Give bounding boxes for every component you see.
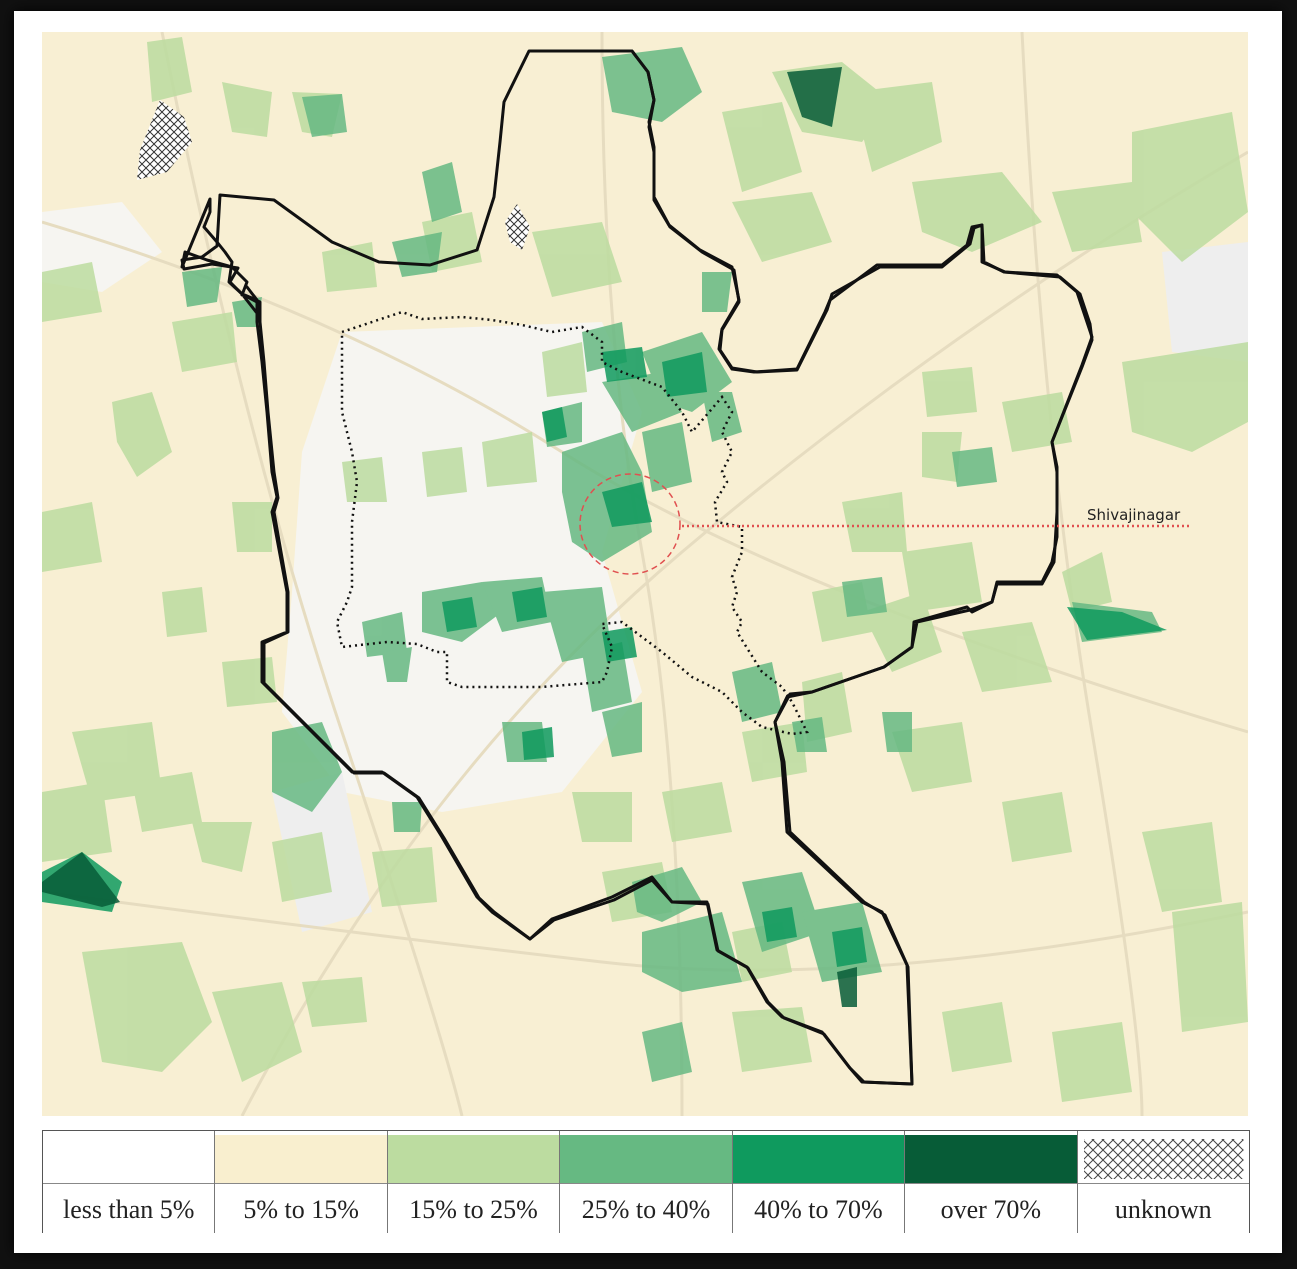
legend-swatch-15-to-25 xyxy=(387,1135,560,1184)
legend-swatch-unknown xyxy=(1077,1139,1249,1184)
legend-swatch-over-70 xyxy=(905,1135,1077,1184)
legend-swatch-25-to-40 xyxy=(560,1135,732,1184)
legend: less than 5% 5% to 15% 15% to 25% 25% to… xyxy=(42,1130,1250,1233)
legend-label-25-to-40: 25% to 40% xyxy=(581,1195,711,1224)
legend-label-5-to-15: 5% to 15% xyxy=(243,1195,359,1224)
legend-item-5-to-15: 5% to 15% xyxy=(215,1131,388,1233)
inner-boundary xyxy=(335,310,809,736)
legend-item-40-to-70: 40% to 70% xyxy=(732,1131,906,1233)
legend-item-unknown: unknown xyxy=(1077,1131,1249,1233)
outer-boundary-main xyxy=(180,49,1094,1086)
legend-label-15-to-25: 15% to 25% xyxy=(409,1195,538,1224)
legend-label-40-to-70: 40% to 70% xyxy=(754,1195,883,1224)
legend-label-over-70: over 70% xyxy=(940,1195,1041,1224)
legend-label-unknown: unknown xyxy=(1114,1195,1212,1224)
choropleth-map: Shivajinagar xyxy=(42,32,1248,1116)
legend-swatch-less-than-5 xyxy=(43,1135,215,1184)
shivajinagar-label: Shivajinagar xyxy=(1087,506,1181,524)
legend-swatch-40-to-70 xyxy=(732,1135,905,1184)
legend-swatch-5-to-15 xyxy=(215,1135,387,1184)
legend-item-less-than-5: less than 5% xyxy=(43,1131,216,1233)
legend-item-15-to-25: 15% to 25% xyxy=(387,1131,561,1233)
shivajinagar-circle xyxy=(579,473,681,575)
choropleth-patches xyxy=(42,37,1248,1102)
legend-item-25-to-40: 25% to 40% xyxy=(560,1131,733,1233)
legend-item-over-70: over 70% xyxy=(905,1131,1078,1233)
legend-label-less-than-5: less than 5% xyxy=(63,1195,195,1224)
